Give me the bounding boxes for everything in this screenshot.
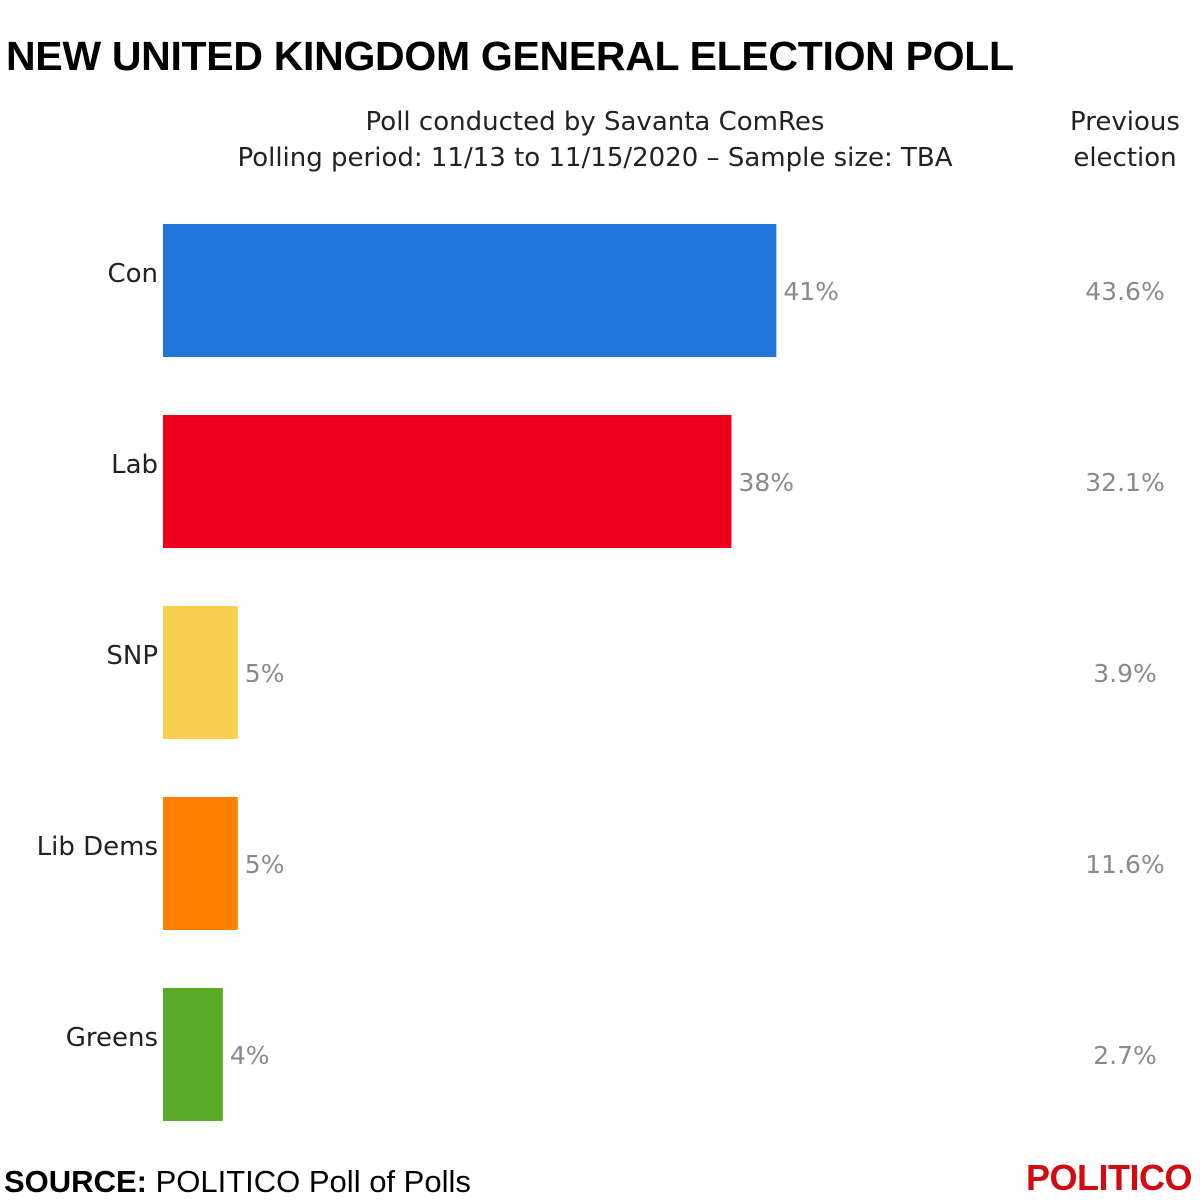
previous-election-header-line1: Previous: [1070, 107, 1180, 137]
source-label: SOURCE:: [4, 1164, 147, 1199]
previous-election-value-snp: 3.9%: [1093, 659, 1157, 688]
previous-election-value-lib-dems: 11.6%: [1085, 850, 1164, 879]
category-label-lib-dems: Lib Dems: [37, 832, 158, 862]
category-label-lab: Lab: [111, 450, 158, 480]
category-label-snp: SNP: [106, 641, 158, 671]
value-label-lab: 38%: [738, 468, 794, 497]
source-text: POLITICO Poll of Polls: [155, 1164, 471, 1199]
subtitle-poll-source: Poll conducted by Savanta ComRes: [365, 107, 825, 137]
bar-snp: [163, 606, 238, 739]
value-label-con: 41%: [783, 277, 839, 306]
bar-lab: [163, 415, 732, 548]
chart-title: NEW UNITED KINGDOM GENERAL ELECTION POLL: [6, 33, 1014, 79]
source-note: SOURCE: POLITICO Poll of Polls: [4, 1166, 471, 1197]
value-label-greens: 4%: [230, 1041, 270, 1070]
bar-con: [163, 224, 777, 357]
category-label-greens: Greens: [66, 1023, 158, 1053]
politico-logo: POLITICO: [1026, 1157, 1193, 1198]
previous-election-header: Previous election: [1040, 104, 1200, 176]
value-label-lib-dems: 5%: [245, 850, 285, 879]
previous-election-value-lab: 32.1%: [1085, 468, 1164, 497]
previous-election-value-con: 43.6%: [1085, 277, 1164, 306]
bar-greens: [163, 988, 223, 1121]
subtitle-poll-period: Polling period: 11/13 to 11/15/2020 – Sa…: [237, 143, 953, 173]
previous-election-header-line2: election: [1073, 143, 1177, 173]
chart-subtitle: Poll conducted by Savanta ComRes Polling…: [160, 104, 1030, 176]
category-label-con: Con: [107, 259, 158, 289]
bar-lib-dems: [163, 797, 238, 930]
previous-election-value-greens: 2.7%: [1093, 1041, 1157, 1070]
value-label-snp: 5%: [245, 659, 285, 688]
